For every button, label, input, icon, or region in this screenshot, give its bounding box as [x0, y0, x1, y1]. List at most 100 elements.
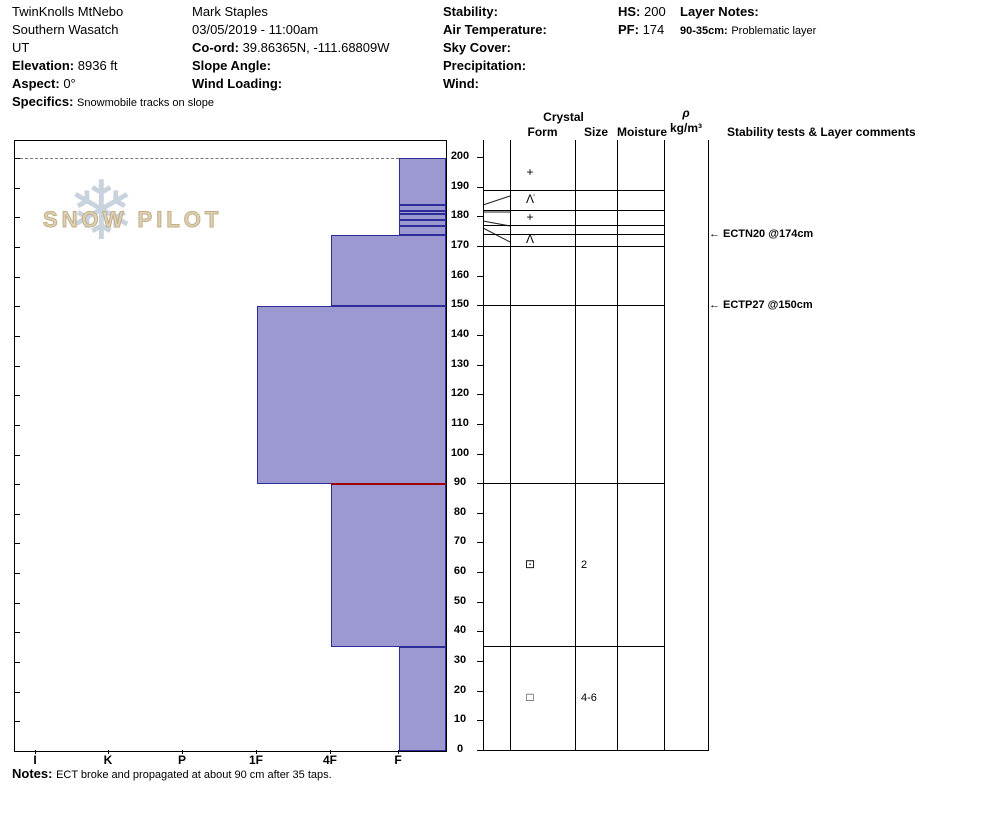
hs-value: 200 — [644, 4, 666, 19]
depth-axis-label: 40 — [453, 624, 467, 637]
chart-depth-tick — [15, 246, 20, 248]
depth-axis-label: 120 — [450, 387, 470, 400]
depth-axis-label: 90 — [453, 476, 467, 489]
depth-axis-label: 140 — [450, 327, 470, 340]
chart-depth-tick — [15, 662, 20, 664]
layer-boundary-line — [483, 225, 664, 227]
notes-line: Notes: ECT broke and propagated at about… — [12, 766, 332, 781]
crystal-size-value: 2 — [581, 558, 588, 571]
hardness-axis-tick — [256, 750, 257, 754]
depth-axis-label: 60 — [453, 565, 467, 578]
hardness-axis-label: I — [33, 753, 37, 767]
crystal-form-symbol: ⊡ — [524, 556, 536, 571]
depth-axis-tick — [477, 186, 483, 188]
depth-axis-label: 180 — [450, 209, 470, 222]
snowflake-logo-icon: ❄ — [67, 166, 136, 257]
layer-boundary-line — [483, 245, 664, 247]
depth-axis-label: 100 — [450, 446, 470, 459]
observer-name: Mark Staples — [192, 4, 268, 19]
depth-axis-tick — [477, 245, 483, 247]
totals-column: HS: 200 PF: 174 — [618, 4, 666, 40]
chart-depth-tick — [15, 454, 20, 456]
depth-axis-tick — [477, 631, 483, 633]
depth-axis-tick — [477, 542, 483, 544]
depth-axis-tick — [477, 601, 483, 603]
chart-depth-tick — [15, 365, 20, 367]
snowpilot-logo-text: SNOW PILOT — [42, 207, 223, 233]
depth-axis-tick — [477, 750, 483, 751]
snow-layer-bar — [399, 158, 446, 206]
sky-cover-label: Sky Cover: — [443, 40, 511, 55]
notes-text: ECT broke and propagated at about 90 cm … — [56, 769, 332, 781]
depth-axis-tick — [477, 661, 483, 663]
hardness-axis-tick — [108, 750, 109, 754]
depth-axis-label: 150 — [450, 298, 470, 311]
depth-axis-tick — [477, 334, 483, 336]
depth-axis-label: 110 — [451, 416, 469, 429]
wind-label: Wind: — [443, 76, 479, 91]
layer-boundary-line — [483, 189, 664, 191]
chart-depth-tick — [15, 306, 20, 308]
depth-axis-label: 30 — [453, 654, 467, 667]
grid-vertical-line — [664, 140, 665, 751]
stability-label: Stability: — [443, 4, 498, 19]
coord-value: 39.86365N, -111.68809W — [242, 40, 390, 55]
layer-note-range: 90-35cm: — [680, 25, 728, 37]
layer-boundary-line — [483, 646, 664, 648]
chart-depth-tick — [15, 513, 20, 515]
precipitation-label: Precipitation: — [443, 58, 527, 73]
elevation-line: Elevation: 8936 ft — [12, 58, 214, 76]
chart-depth-tick — [15, 632, 20, 634]
depth-axis-label: 0 — [456, 743, 464, 755]
depth-axis-label: 70 — [453, 535, 467, 548]
snow-layer-bar — [399, 205, 446, 212]
layer-note-line: 90-35cm: Problematic layer — [680, 22, 816, 40]
grid-vertical-line — [483, 140, 484, 751]
stability-test: ← ECTP27 @150cm — [709, 298, 813, 312]
elevation-label: Elevation: — [12, 58, 75, 73]
chart-depth-tick — [15, 217, 20, 219]
depth-axis-tick — [477, 157, 483, 158]
layer-notes-label: Layer Notes: — [680, 4, 759, 19]
wind-loading-label: Wind Loading: — [192, 76, 283, 91]
depth-axis-tick — [477, 720, 483, 722]
depth-axis-label: 130 — [450, 357, 470, 370]
aspect-line: Aspect: 0° — [12, 76, 214, 94]
snow-layer-bar — [399, 647, 446, 751]
hardness-axis-label: 4F — [322, 753, 337, 767]
slope-angle-label: Slope Angle: — [192, 58, 271, 73]
grid-vertical-line — [510, 140, 511, 751]
site-state: UT — [12, 40, 30, 55]
depth-axis-tick — [477, 216, 483, 218]
depth-axis-label: 170 — [450, 238, 470, 251]
chart-depth-tick — [15, 602, 20, 604]
hardness-axis-label: P — [177, 753, 186, 767]
hs-label: HS: — [618, 4, 641, 19]
crystal-form-symbol: □ — [526, 690, 534, 705]
grid-vertical-line — [575, 140, 576, 751]
grid-vertical-line — [708, 140, 709, 751]
snow-layer-bar — [399, 211, 446, 215]
depth-axis-tick — [477, 512, 483, 514]
chart-depth-tick — [15, 543, 20, 545]
grid-bottom-line — [483, 750, 709, 751]
observer-info-column: Mark Staples 03/05/2019 - 11:00am Co-ord… — [192, 4, 390, 94]
hardness-axis-label: F — [394, 753, 402, 767]
specifics-value: Snowmobile tracks on slope — [77, 97, 215, 109]
hardness-axis-tick — [35, 750, 36, 754]
depth-axis-tick — [477, 572, 483, 574]
snow-layer-bar — [399, 220, 446, 227]
crystal-form-symbol: Λ̇ — [525, 191, 534, 206]
chart-depth-tick — [15, 276, 20, 278]
conditions-column: Stability: Air Temperature: Sky Cover: P… — [443, 4, 547, 94]
depth-axis-label: 190 — [450, 179, 470, 192]
aspect-value: 0° — [63, 76, 76, 91]
hardness-axis-tick — [398, 750, 399, 754]
chart-depth-tick — [15, 573, 20, 575]
depth-axis-label: 10 — [453, 713, 467, 726]
hardness-axis-tick — [182, 750, 183, 754]
hardness-profile-chart: ❄ SNOW PILOT — [14, 140, 447, 752]
snow-layer-bar — [331, 235, 446, 307]
chart-depth-tick — [15, 187, 20, 189]
